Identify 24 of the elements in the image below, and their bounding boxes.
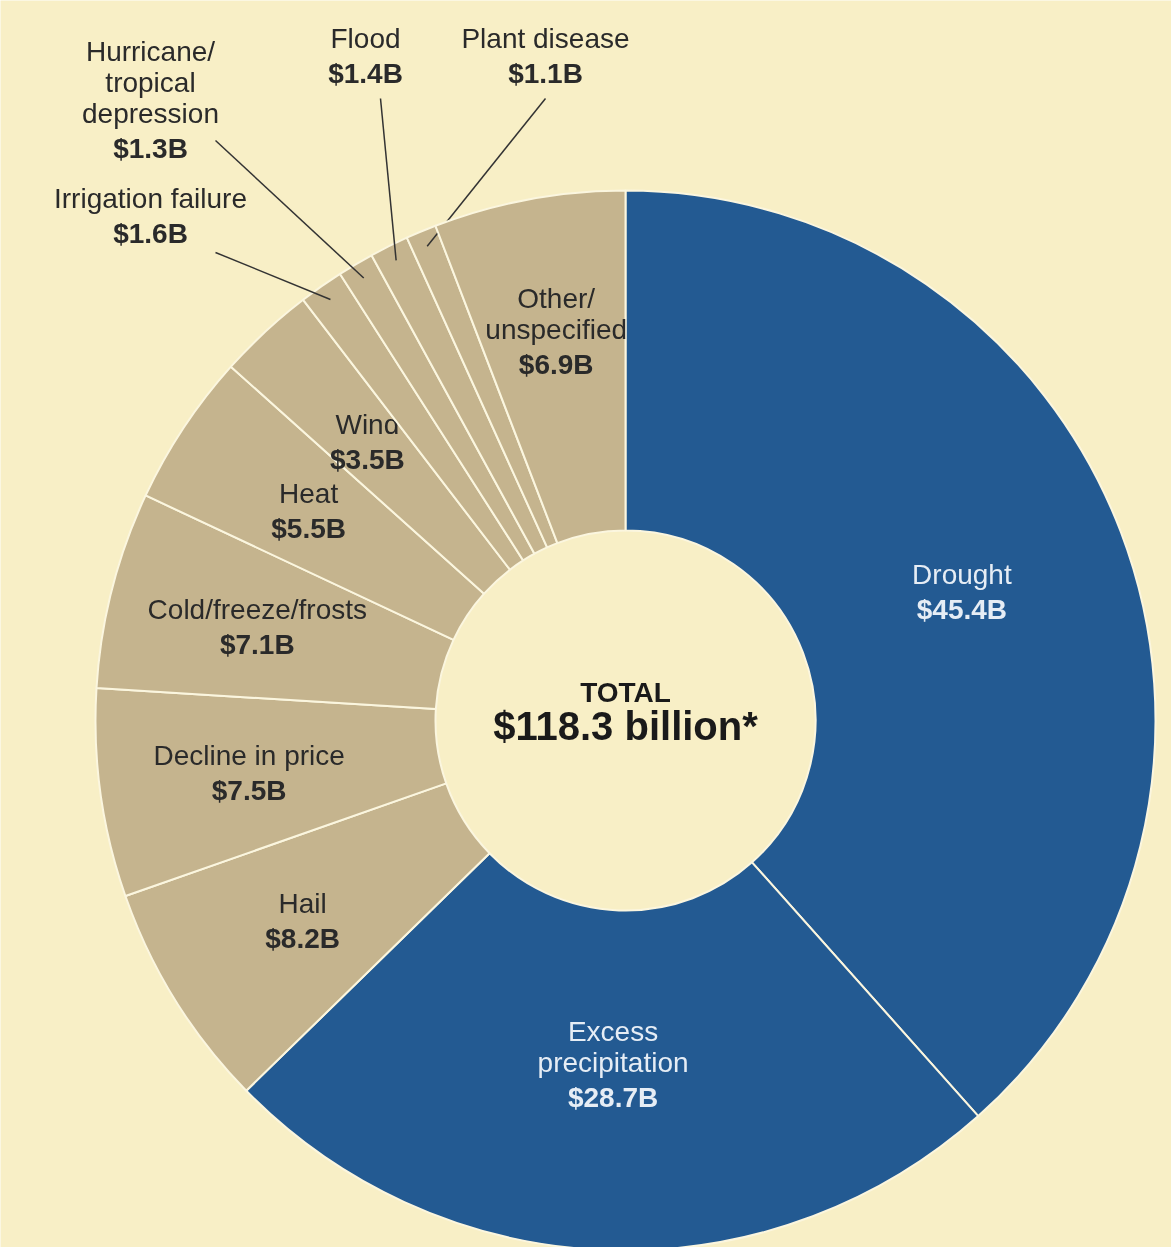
data-label: $28.7B xyxy=(567,1082,659,1114)
data-label: $1.3B xyxy=(113,132,188,164)
slice-label: Excess precipitation xyxy=(537,1016,689,1079)
data-label: $7.5B xyxy=(211,774,287,806)
slice-label: Wind xyxy=(335,408,400,440)
data-label: $3.5B xyxy=(329,443,405,475)
slice-label: Hurricane/ tropical depression xyxy=(82,35,219,129)
data-label: $45.4B xyxy=(916,594,1008,626)
slice-label: Flood xyxy=(330,22,401,54)
data-label: $1.6B xyxy=(113,217,188,249)
slice-label: Hail xyxy=(278,887,327,919)
slice-label: Other/ unspecified xyxy=(485,282,628,345)
slice-label: Drought xyxy=(912,559,1012,591)
data-label: $5.5B xyxy=(271,512,346,544)
data-label: $1.4B xyxy=(328,57,403,89)
data-label: $8.2B xyxy=(265,922,340,954)
slice-label: Irrigation failure xyxy=(54,182,247,214)
slice-label: Heat xyxy=(279,477,339,509)
data-label: $7.1B xyxy=(219,628,295,660)
slice-label: Cold/freeze/frosts xyxy=(147,593,368,625)
data-label: $1.1B xyxy=(508,57,583,89)
slice-label: Decline in price xyxy=(153,739,345,771)
slice-label: Plant disease xyxy=(461,22,630,54)
data-label: $6.9B xyxy=(518,348,594,380)
